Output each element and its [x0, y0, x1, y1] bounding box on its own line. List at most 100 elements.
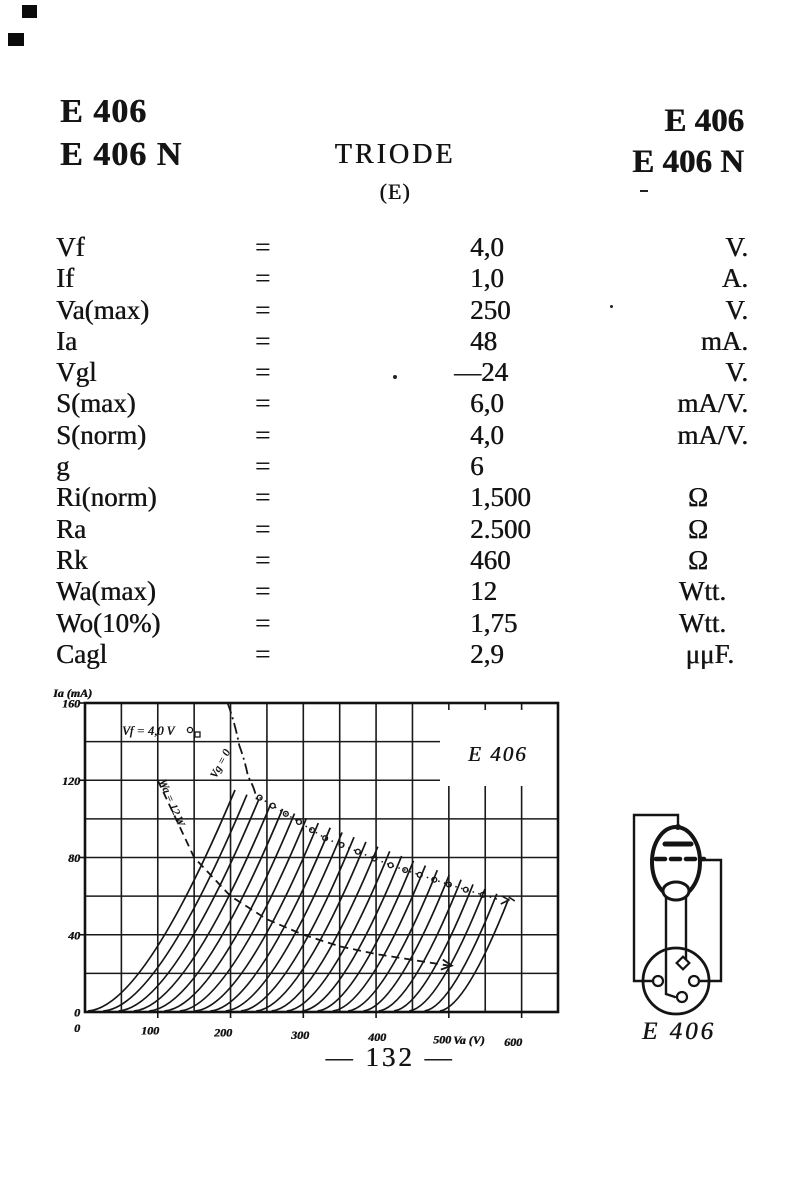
spec-param: g — [56, 451, 70, 482]
scan-speck — [393, 375, 397, 379]
characteristic-curve — [118, 799, 260, 1012]
spec-eq: = — [255, 482, 271, 513]
y-tick-label: 80 — [68, 851, 80, 865]
y-tick-label: 120 — [62, 774, 80, 788]
spec-value: 2,9 — [470, 638, 504, 669]
spec-value: 48 — [470, 325, 497, 356]
characteristic-curve — [195, 822, 320, 1012]
y-tick-label: 40 — [67, 928, 80, 942]
scan-mark-top — [22, 5, 37, 18]
spec-unit: V. — [725, 232, 748, 262]
spec-value: 460 — [470, 544, 511, 575]
spec-eq: = — [255, 638, 271, 669]
pin-diamond — [675, 955, 691, 971]
spec-row: Rk = 460 Ω — [56, 545, 748, 576]
spec-unit: Ω — [687, 544, 708, 575]
characteristic-curve — [179, 817, 308, 1012]
spec-unit: V. — [725, 357, 748, 388]
characteristic-curve — [439, 898, 510, 1012]
chart-label-box — [440, 710, 557, 786]
characteristic-curve — [256, 841, 367, 1012]
spec-row: S(max) = 6,0 mA/V. — [56, 388, 748, 419]
wa-label: Wa = 12 W — [156, 777, 187, 828]
characteristic-curve — [103, 794, 248, 1012]
page-subtitle: (E) — [379, 179, 411, 204]
characteristic-curve — [286, 851, 391, 1012]
spec-param: Rk — [56, 544, 88, 575]
tube-name: E 406 — [664, 103, 744, 139]
pin-left — [651, 974, 665, 988]
anode-wire — [632, 813, 680, 983]
envelope-marker — [462, 886, 469, 893]
spec-param: Vgl — [56, 357, 97, 388]
y-axis-label: Ia (mA) — [52, 686, 92, 700]
spec-row: If = 1,0 A. — [56, 263, 748, 294]
spec-param: Ri(norm) — [56, 482, 157, 513]
envelope-marker — [295, 818, 303, 826]
pinout-label: E 406 — [641, 1018, 716, 1045]
y-tick-label: 160 — [62, 697, 80, 711]
envelope-dotted — [259, 796, 501, 901]
envelope-marker — [338, 841, 345, 849]
envelope-marker — [322, 835, 329, 842]
spec-row: g = 6 — [56, 451, 748, 482]
envelope-marker — [269, 802, 276, 809]
characteristic-curve — [347, 869, 439, 1012]
characteristic-curve — [225, 832, 343, 1012]
spec-value: —24 — [454, 357, 508, 388]
cathode-lead-left — [664, 895, 677, 999]
spec-eq: = — [255, 357, 271, 388]
spec-param: S(norm) — [56, 419, 146, 450]
spec-row: Ri(norm) = 1,500 Ω — [56, 482, 748, 513]
x-tick-label: 600 — [504, 1035, 522, 1049]
spec-eq: = — [255, 544, 271, 575]
spec-row: Cagl = 2,9 μμF. — [56, 639, 748, 670]
x-tick-label: 200 — [213, 1026, 232, 1040]
vg0-label: Vg = 0 — [208, 747, 233, 780]
envelope-marker — [282, 810, 289, 817]
vg0-boundary — [226, 702, 258, 800]
spec-param: If — [56, 263, 74, 294]
characteristic-curve — [393, 884, 474, 1012]
vf-annotation-square — [194, 731, 201, 738]
spec-unit: Wtt. — [678, 607, 726, 638]
spec-eq: = — [255, 576, 271, 607]
spec-value: 250 — [470, 294, 511, 325]
characteristic-curve — [87, 789, 236, 1012]
spec-value: 2.500 — [470, 513, 531, 544]
cathode-electrode — [661, 880, 691, 902]
anode-junction-dot — [675, 824, 681, 830]
x-tick-label: 300 — [290, 1028, 309, 1042]
chart-title: E 406 — [467, 742, 528, 766]
spec-param: Ra — [56, 513, 86, 544]
spec-param: Wa(max) — [56, 576, 156, 607]
pin-bottom — [675, 990, 689, 1004]
spec-eq: = — [255, 419, 271, 450]
envelope-marker — [445, 881, 452, 888]
x-tick-label: 0 — [74, 1021, 80, 1035]
characteristic-curve — [409, 888, 486, 1012]
header-right: E 406 E 406 N — [612, 101, 744, 183]
spec-value: 4,0 — [470, 419, 504, 450]
spec-value: 12 — [470, 576, 497, 607]
characteristic-curve — [164, 813, 296, 1012]
page-number: — 132 — — [325, 1042, 455, 1072]
spec-unit: mA/V. — [677, 388, 748, 419]
characteristic-curve — [317, 860, 415, 1012]
header-center: TRIODE (E) — [295, 139, 495, 205]
vf-annotation-circle — [186, 726, 194, 734]
spec-value: 6 — [470, 451, 484, 482]
tube-name-variant: E 406 N — [632, 144, 744, 180]
characteristic-curve — [363, 874, 450, 1012]
spec-unit: μμF. — [685, 638, 734, 669]
spec-row: Ra = 2.500 Ω — [56, 514, 748, 545]
spec-row: Va(max) = 250 V. — [56, 295, 748, 326]
envelope-marker — [371, 855, 378, 862]
wa-arrowhead — [440, 958, 454, 971]
characteristic-curve — [378, 879, 462, 1012]
envelope-marker — [387, 862, 394, 869]
spec-eq: = — [255, 263, 271, 294]
spec-param: Wo(10%) — [56, 607, 161, 638]
